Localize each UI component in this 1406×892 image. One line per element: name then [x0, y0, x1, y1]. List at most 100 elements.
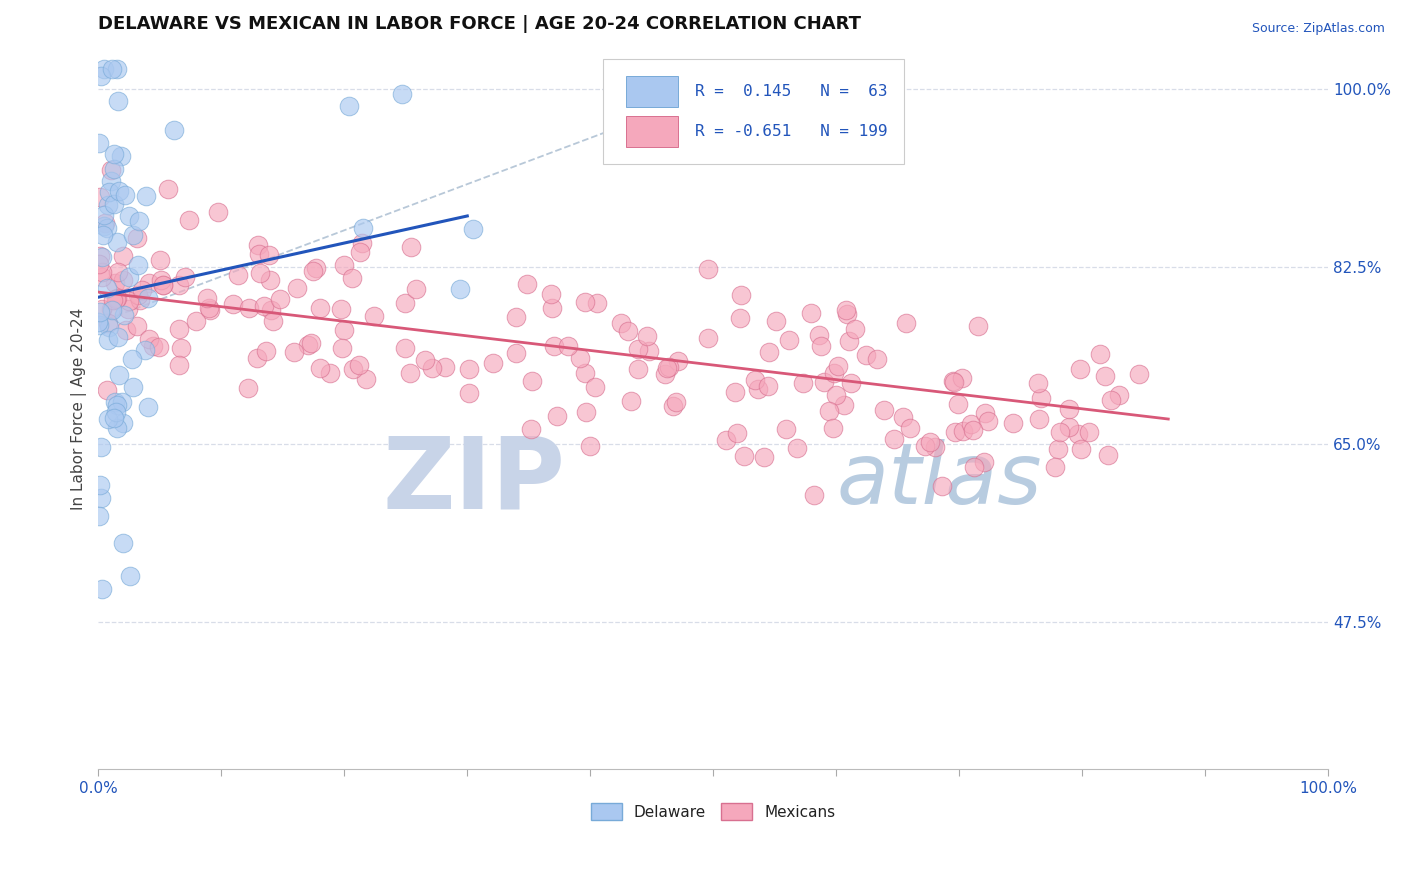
- Point: [125, 318, 148, 333]
- Point: [120, 569, 142, 583]
- Point: [91, 301, 114, 316]
- Point: [167, 278, 190, 293]
- Point: [363, 309, 385, 323]
- Point: [578, 439, 600, 453]
- Point: [420, 361, 443, 376]
- Point: [1108, 388, 1130, 402]
- Point: [138, 276, 160, 290]
- Point: [627, 361, 650, 376]
- Point: [716, 433, 738, 447]
- Y-axis label: In Labor Force | Age 20-24: In Labor Force | Age 20-24: [72, 308, 87, 510]
- Text: ZIP: ZIP: [382, 433, 565, 530]
- Point: [111, 395, 134, 409]
- Point: [297, 338, 319, 352]
- Point: [835, 302, 858, 317]
- Point: [333, 323, 356, 337]
- Point: [247, 238, 270, 252]
- Point: [90, 491, 112, 505]
- Point: [756, 378, 779, 392]
- Point: [121, 351, 143, 366]
- Point: [149, 253, 172, 268]
- Point: [342, 362, 364, 376]
- Point: [575, 405, 598, 419]
- Point: [90, 440, 112, 454]
- Point: [93, 208, 115, 222]
- Point: [333, 258, 356, 272]
- Point: [413, 353, 436, 368]
- Point: [101, 293, 124, 307]
- Text: atlas: atlas: [837, 440, 1042, 523]
- Point: [1057, 420, 1080, 434]
- Point: [627, 343, 650, 357]
- Point: [449, 282, 471, 296]
- Point: [87, 256, 110, 270]
- Point: [636, 329, 658, 343]
- FancyBboxPatch shape: [626, 116, 678, 146]
- Point: [152, 277, 174, 292]
- Point: [697, 262, 720, 277]
- Point: [725, 425, 748, 440]
- Point: [1088, 347, 1111, 361]
- Point: [89, 477, 111, 491]
- Point: [122, 228, 145, 243]
- Point: [91, 228, 114, 243]
- Point: [1049, 425, 1071, 440]
- Point: [1026, 376, 1049, 391]
- Point: [583, 380, 606, 394]
- Point: [824, 387, 846, 401]
- Point: [942, 374, 965, 388]
- Point: [246, 351, 269, 365]
- Point: [96, 383, 118, 397]
- Point: [89, 509, 111, 524]
- Point: [505, 310, 527, 324]
- Point: [943, 375, 966, 389]
- Point: [259, 273, 281, 287]
- Point: [952, 424, 974, 438]
- Point: [340, 270, 363, 285]
- Point: [269, 292, 291, 306]
- Point: [170, 341, 193, 355]
- Point: [309, 301, 332, 316]
- Point: [1059, 402, 1081, 417]
- Point: [354, 372, 377, 386]
- Point: [107, 368, 129, 382]
- Point: [813, 376, 835, 390]
- Point: [792, 376, 814, 391]
- Point: [148, 340, 170, 354]
- Point: [610, 316, 633, 330]
- Point: [107, 265, 129, 279]
- Point: [167, 321, 190, 335]
- Point: [308, 360, 330, 375]
- Point: [100, 163, 122, 178]
- Point: [96, 281, 118, 295]
- Point: [96, 220, 118, 235]
- Point: [696, 331, 718, 345]
- Point: [114, 323, 136, 337]
- Point: [661, 399, 683, 413]
- Point: [838, 334, 860, 348]
- Point: [87, 315, 110, 329]
- Point: [305, 261, 328, 276]
- Point: [90, 582, 112, 596]
- Point: [657, 360, 679, 375]
- Point: [1099, 392, 1122, 407]
- Point: [747, 382, 769, 396]
- Point: [920, 434, 942, 449]
- Point: [574, 366, 596, 380]
- Point: [105, 235, 128, 249]
- Point: [249, 266, 271, 280]
- Point: [100, 302, 122, 317]
- Point: [637, 344, 659, 359]
- Point: [481, 355, 503, 369]
- Point: [299, 336, 322, 351]
- Point: [197, 301, 219, 315]
- Point: [107, 330, 129, 344]
- Point: [458, 362, 481, 376]
- Point: [1069, 362, 1091, 376]
- Point: [89, 249, 111, 263]
- Point: [800, 306, 823, 320]
- Point: [1097, 448, 1119, 462]
- Point: [127, 259, 149, 273]
- Point: [105, 405, 128, 419]
- Point: [91, 265, 114, 279]
